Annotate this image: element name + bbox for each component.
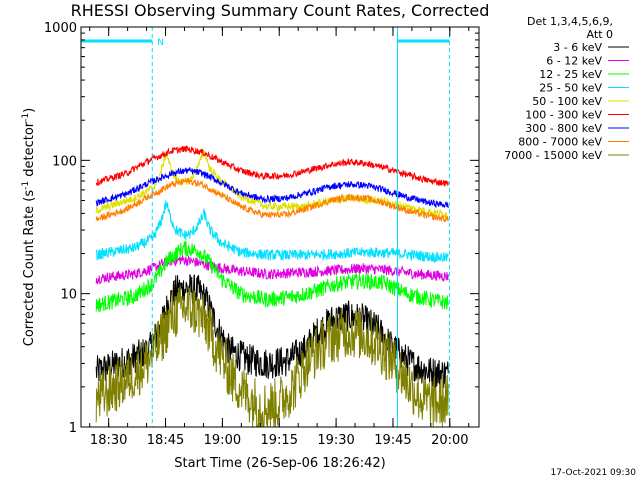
y-tick-label: 100: [52, 154, 77, 169]
x-tick-label: 19:45: [374, 433, 411, 448]
chart-title: RHESSI Observing Summary Count Rates, Co…: [71, 1, 490, 20]
y-axis-label-part: ): [22, 108, 37, 113]
y-axis-label-part: -1: [21, 181, 31, 190]
x-tick-label: 19:30: [317, 433, 354, 448]
x-tick-label: 18:45: [147, 433, 184, 448]
series-line: [95, 254, 449, 285]
series-line: [95, 166, 449, 209]
legend-label: 25 - 50 keV: [539, 82, 602, 95]
y-axis-label-part: -1: [21, 113, 31, 122]
x-tick-label: 18:30: [90, 433, 127, 448]
legend-label: 6 - 12 keV: [546, 55, 602, 68]
series-800to7000keV: [95, 177, 449, 222]
saa-marker-label: N: [157, 38, 164, 48]
series-layer: [95, 145, 449, 428]
series-6to12keV: [95, 254, 449, 285]
legend-header-line: Det 1,3,4,5,6,9,: [527, 15, 613, 28]
legend-label: 800 - 7000 keV: [518, 136, 602, 149]
x-tick-label: 19:00: [204, 433, 241, 448]
footer-stamp: 17-Oct-2021 09:30: [551, 468, 637, 478]
legend-label: 50 - 100 keV: [532, 95, 602, 108]
y-axis-label: Corrected Count Rate (s-1 detector-1): [21, 108, 37, 346]
series-line: [95, 240, 449, 312]
legend-label: 100 - 300 keV: [525, 109, 602, 122]
y-tick-label: 1: [69, 421, 77, 436]
series-100to300keV: [95, 145, 449, 187]
y-tick-label: 10: [60, 288, 77, 303]
series-300to800keV: [95, 166, 449, 209]
legend-label: 300 - 800 keV: [525, 122, 602, 135]
series-25to50keV: [95, 200, 449, 264]
series-12to25keV: [95, 240, 449, 312]
legend-header-line: Att 0: [587, 28, 613, 41]
series-line: [95, 200, 449, 264]
y-axis-label-part: detector: [22, 121, 37, 181]
axes-layer: 1 10 100 1000 18:30 18:45 19:00 19:15 19:30 19:45…: [44, 21, 480, 448]
x-tick-label: 19:15: [261, 433, 298, 448]
x-tick-label: 20:00: [431, 433, 468, 448]
legend-label: 12 - 25 keV: [539, 68, 602, 81]
series-7000to15000keV: [95, 285, 449, 428]
y-tick-label: 1000: [44, 21, 77, 36]
legend-label: 3 - 6 keV: [553, 41, 602, 54]
series-line: [95, 285, 449, 428]
y-axis-label-part: Corrected Count Rate (s: [22, 190, 37, 347]
plot-frame: [80, 26, 480, 428]
series-line: [95, 145, 449, 187]
series-line: [95, 177, 449, 222]
legend-label: 7000 - 15000 keV: [504, 149, 602, 162]
overlay-layer: N: [81, 27, 450, 427]
x-axis-label: Start Time (26-Sep-06 18:26:42): [174, 456, 385, 471]
